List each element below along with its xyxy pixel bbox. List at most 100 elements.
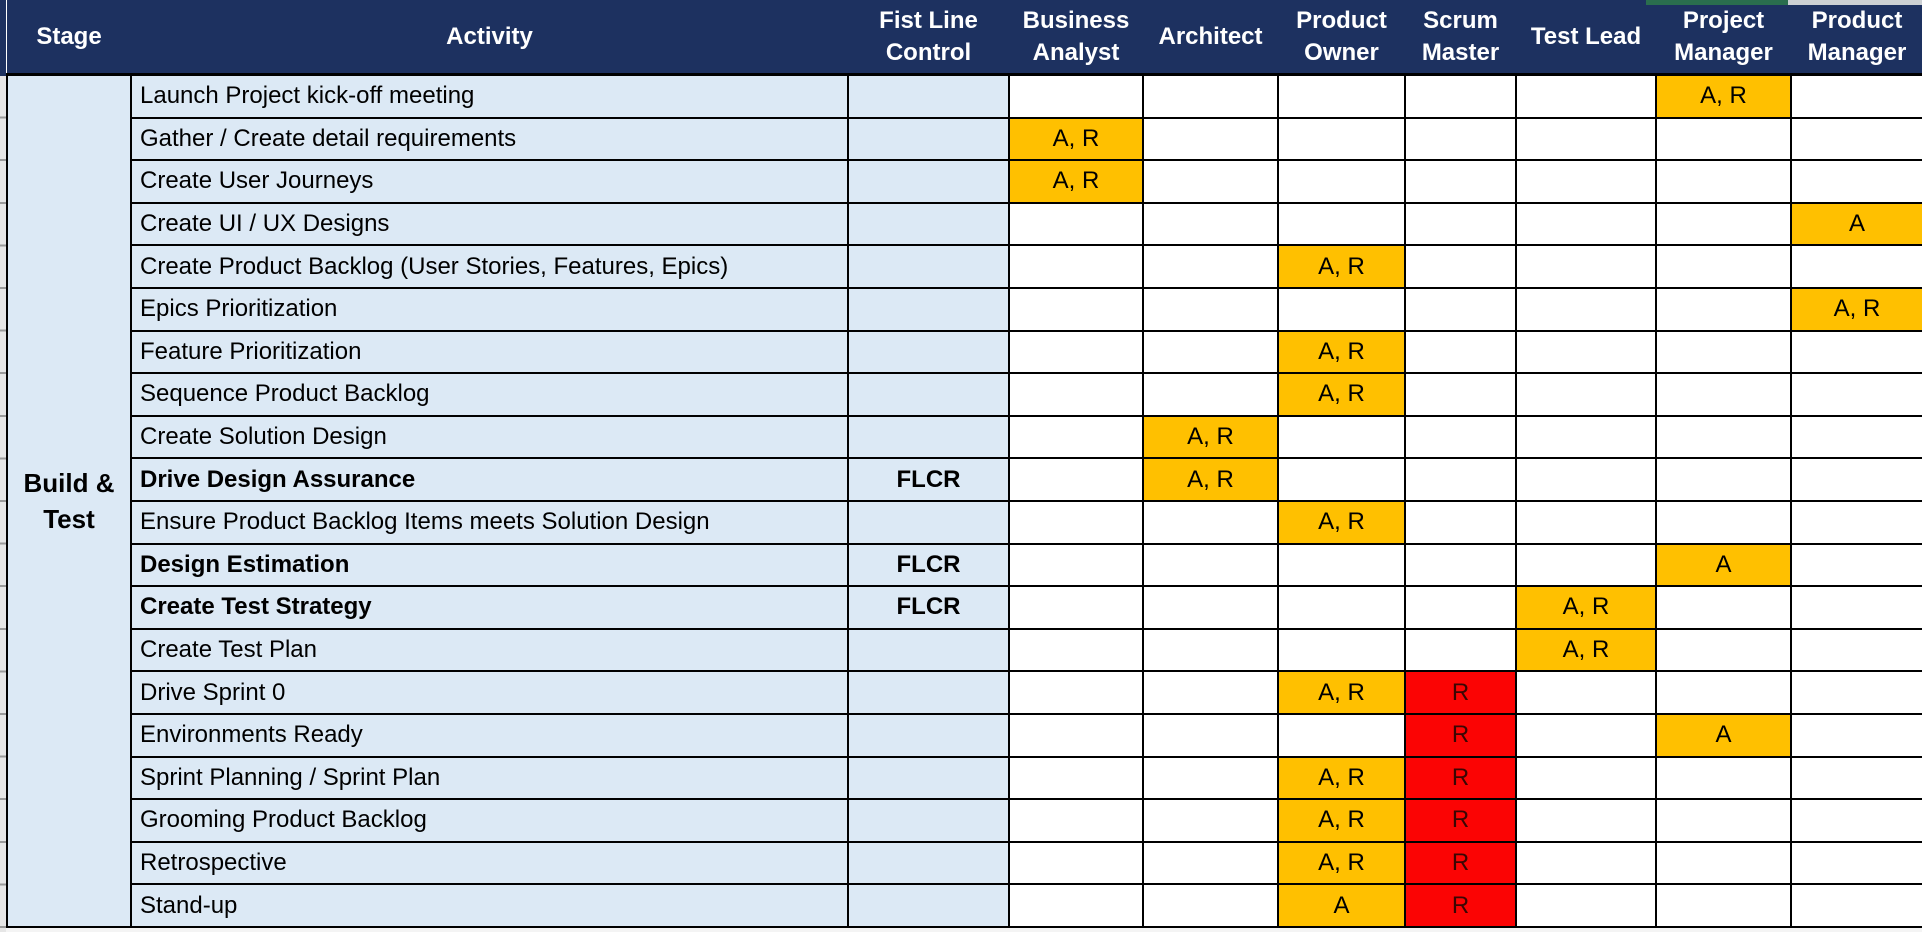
raci-cell-flc[interactable]: FLCR xyxy=(847,457,1010,502)
raci-cell-arch[interactable] xyxy=(1142,585,1279,630)
raci-cell-ba[interactable] xyxy=(1008,329,1144,375)
raci-cell-pjm[interactable] xyxy=(1655,414,1792,460)
raci-cell-tl[interactable] xyxy=(1515,372,1657,417)
raci-cell-arch[interactable] xyxy=(1142,372,1279,417)
raci-cell-pjm[interactable] xyxy=(1655,499,1792,545)
raci-cell-tl[interactable] xyxy=(1515,542,1657,588)
activity-cell[interactable]: Drive Design Assurance xyxy=(130,457,849,502)
raci-cell-pdm[interactable] xyxy=(1790,329,1922,375)
activity-cell[interactable]: Create Solution Design xyxy=(130,414,849,460)
raci-cell-sm[interactable] xyxy=(1404,159,1517,204)
raci-cell-flc[interactable]: FLCR xyxy=(847,585,1010,630)
raci-cell-pdm[interactable] xyxy=(1790,116,1922,162)
raci-cell-tl[interactable] xyxy=(1515,201,1657,247)
raci-cell-tl[interactable]: A, R xyxy=(1515,627,1657,673)
raci-cell-flc[interactable] xyxy=(847,159,1010,204)
raci-cell-po[interactable] xyxy=(1277,414,1406,460)
raci-cell-pjm[interactable] xyxy=(1655,329,1792,375)
raci-cell-po[interactable] xyxy=(1277,585,1406,630)
raci-cell-po[interactable]: A, R xyxy=(1277,499,1406,545)
raci-cell-arch[interactable] xyxy=(1142,670,1279,715)
stage-cell[interactable]: Build & Test xyxy=(6,73,132,928)
raci-cell-po[interactable] xyxy=(1277,73,1406,119)
raci-cell-pdm[interactable] xyxy=(1790,840,1922,886)
raci-cell-ba[interactable] xyxy=(1008,840,1144,886)
raci-cell-pdm[interactable] xyxy=(1790,627,1922,673)
col-header-product-owner[interactable]: Product Owner xyxy=(1278,0,1405,76)
raci-cell-flc[interactable] xyxy=(847,286,1010,332)
raci-cell-tl[interactable] xyxy=(1515,755,1657,801)
raci-cell-ba[interactable] xyxy=(1008,798,1144,843)
activity-cell[interactable]: Feature Prioritization xyxy=(130,329,849,375)
raci-cell-po[interactable]: A xyxy=(1277,883,1406,928)
raci-cell-flc[interactable] xyxy=(847,329,1010,375)
raci-cell-tl[interactable] xyxy=(1515,883,1657,928)
raci-cell-arch[interactable] xyxy=(1142,883,1279,928)
col-header-project-manager[interactable]: Project Manager xyxy=(1656,0,1791,76)
raci-cell-sm[interactable]: R xyxy=(1404,670,1517,715)
activity-cell[interactable]: Launch Project kick-off meeting xyxy=(130,73,849,119)
raci-cell-tl[interactable] xyxy=(1515,840,1657,886)
activity-cell[interactable]: Epics Prioritization xyxy=(130,286,849,332)
raci-cell-flc[interactable] xyxy=(847,414,1010,460)
raci-cell-pjm[interactable] xyxy=(1655,201,1792,247)
raci-cell-po[interactable] xyxy=(1277,712,1406,758)
raci-cell-pdm[interactable] xyxy=(1790,585,1922,630)
raci-cell-ba[interactable] xyxy=(1008,627,1144,673)
raci-cell-flc[interactable] xyxy=(847,840,1010,886)
raci-cell-sm[interactable] xyxy=(1404,585,1517,630)
raci-cell-ba[interactable] xyxy=(1008,286,1144,332)
raci-cell-ba[interactable] xyxy=(1008,542,1144,588)
raci-cell-sm[interactable] xyxy=(1404,457,1517,502)
raci-cell-pdm[interactable] xyxy=(1790,542,1922,588)
raci-cell-ba[interactable] xyxy=(1008,670,1144,715)
activity-cell[interactable]: Sequence Product Backlog xyxy=(130,372,849,417)
activity-cell[interactable]: Create Test Strategy xyxy=(130,585,849,630)
raci-cell-pdm[interactable] xyxy=(1790,414,1922,460)
raci-cell-ba[interactable] xyxy=(1008,499,1144,545)
raci-cell-po[interactable] xyxy=(1277,286,1406,332)
raci-cell-pdm[interactable] xyxy=(1790,883,1922,928)
raci-cell-pdm[interactable]: A, R xyxy=(1790,286,1922,332)
activity-cell[interactable]: Sprint Planning / Sprint Plan xyxy=(130,755,849,801)
raci-cell-pdm[interactable] xyxy=(1790,457,1922,502)
raci-cell-pdm[interactable]: A xyxy=(1790,201,1922,247)
raci-cell-pjm[interactable] xyxy=(1655,286,1792,332)
raci-cell-po[interactable]: A, R xyxy=(1277,670,1406,715)
raci-cell-po[interactable]: A, R xyxy=(1277,372,1406,417)
raci-cell-tl[interactable] xyxy=(1515,116,1657,162)
raci-cell-pjm[interactable]: A xyxy=(1655,712,1792,758)
raci-cell-ba[interactable] xyxy=(1008,73,1144,119)
raci-cell-arch[interactable]: A, R xyxy=(1142,414,1279,460)
raci-cell-arch[interactable] xyxy=(1142,201,1279,247)
raci-cell-sm[interactable] xyxy=(1404,116,1517,162)
raci-cell-ba[interactable] xyxy=(1008,201,1144,247)
activity-cell[interactable]: Gather / Create detail requirements xyxy=(130,116,849,162)
raci-cell-sm[interactable]: R xyxy=(1404,755,1517,801)
raci-cell-pdm[interactable] xyxy=(1790,244,1922,289)
raci-cell-pdm[interactable] xyxy=(1790,372,1922,417)
raci-cell-pdm[interactable] xyxy=(1790,755,1922,801)
raci-cell-tl[interactable] xyxy=(1515,798,1657,843)
raci-cell-arch[interactable] xyxy=(1142,627,1279,673)
raci-cell-sm[interactable] xyxy=(1404,499,1517,545)
raci-cell-flc[interactable] xyxy=(847,798,1010,843)
raci-cell-ba[interactable]: A, R xyxy=(1008,116,1144,162)
raci-cell-pdm[interactable] xyxy=(1790,712,1922,758)
raci-cell-pjm[interactable] xyxy=(1655,627,1792,673)
raci-cell-sm[interactable] xyxy=(1404,542,1517,588)
raci-cell-pjm[interactable] xyxy=(1655,798,1792,843)
raci-cell-arch[interactable] xyxy=(1142,286,1279,332)
activity-cell[interactable]: Create User Journeys xyxy=(130,159,849,204)
raci-cell-arch[interactable] xyxy=(1142,798,1279,843)
raci-cell-ba[interactable] xyxy=(1008,883,1144,928)
raci-cell-ba[interactable] xyxy=(1008,244,1144,289)
raci-cell-pjm[interactable] xyxy=(1655,840,1792,886)
raci-cell-arch[interactable] xyxy=(1142,244,1279,289)
raci-cell-tl[interactable] xyxy=(1515,457,1657,502)
raci-cell-tl[interactable] xyxy=(1515,414,1657,460)
raci-cell-arch[interactable] xyxy=(1142,542,1279,588)
raci-cell-arch[interactable] xyxy=(1142,116,1279,162)
activity-cell[interactable]: Environments Ready xyxy=(130,712,849,758)
raci-cell-sm[interactable] xyxy=(1404,414,1517,460)
